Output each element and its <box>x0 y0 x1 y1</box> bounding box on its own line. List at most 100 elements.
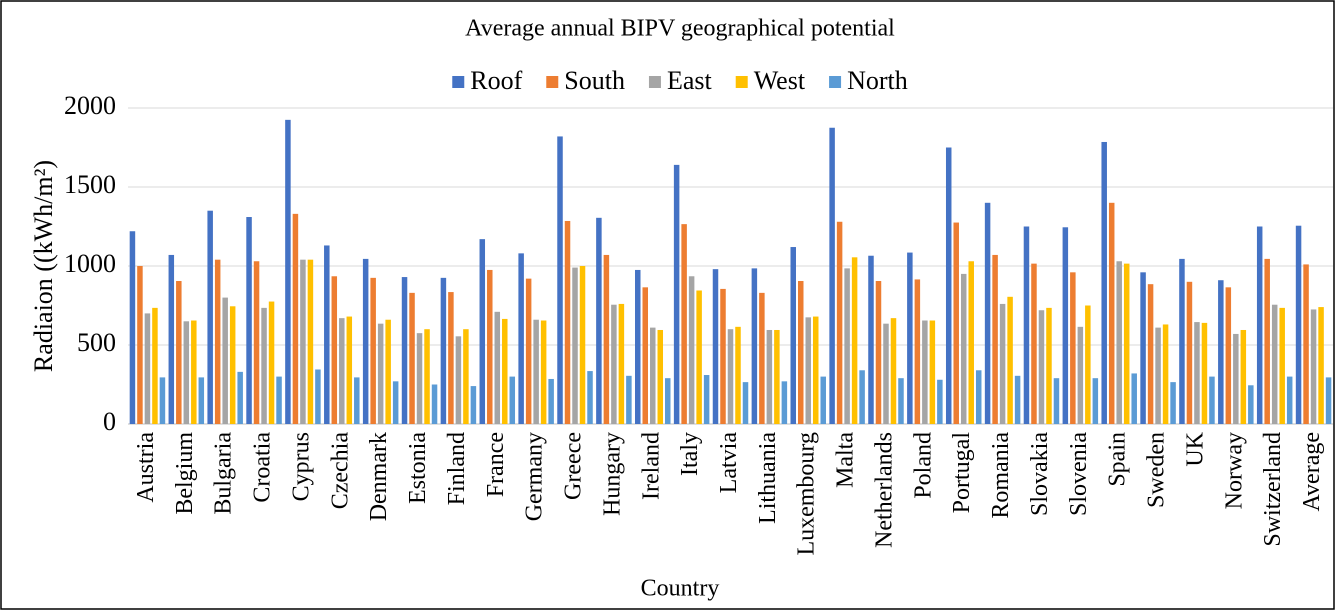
chart-title: Average annual BIPV geographical potenti… <box>465 16 895 42</box>
bar <box>1318 307 1324 424</box>
x-tick-label: Czechia <box>327 432 353 510</box>
bar <box>929 320 936 424</box>
bar <box>1209 376 1215 424</box>
bar <box>875 281 882 424</box>
bar <box>1147 284 1154 424</box>
legend-swatch <box>735 76 748 88</box>
bar <box>152 307 158 424</box>
bar <box>812 316 819 424</box>
bar <box>742 382 749 424</box>
bar <box>587 371 593 424</box>
bar <box>975 370 982 424</box>
bar <box>183 321 190 424</box>
bar <box>890 318 897 424</box>
y-tick-label: 2000 <box>64 91 116 120</box>
bar <box>370 277 376 424</box>
bar <box>129 231 136 424</box>
bar <box>416 333 423 424</box>
legend-swatch <box>829 76 842 88</box>
x-axis-label: Country <box>641 576 720 602</box>
bar <box>657 329 664 424</box>
bar <box>1062 227 1069 424</box>
x-tick-label: Norway <box>1221 432 1247 509</box>
x-tick-label: Portugal <box>949 432 975 514</box>
x-tick-label: France <box>483 432 509 497</box>
x-tick-label: Romania <box>988 432 1014 519</box>
bar <box>712 269 719 424</box>
x-tick-label: Germany <box>522 432 548 521</box>
bar <box>851 257 858 424</box>
bar <box>237 371 243 424</box>
bar <box>315 369 321 424</box>
bar <box>331 276 338 424</box>
x-tick-label: Finland <box>444 432 470 505</box>
bar <box>518 253 524 424</box>
legend-label: East <box>667 66 713 95</box>
bar <box>168 254 175 424</box>
x-tick-label: Bulgaria <box>211 432 237 515</box>
x-tick-label: Switzerland <box>1260 432 1286 547</box>
bar <box>1279 307 1285 424</box>
bar <box>548 378 554 424</box>
bar <box>1194 322 1200 424</box>
bar <box>829 127 835 424</box>
x-tick-label: Poland <box>910 432 936 499</box>
bar <box>431 384 438 424</box>
x-tick-label: Malta <box>833 432 859 488</box>
legend-label: South <box>564 66 625 95</box>
bar <box>1031 263 1037 424</box>
bar <box>611 304 617 424</box>
bar <box>424 329 430 424</box>
bar <box>805 317 811 424</box>
bar <box>540 320 547 424</box>
bar <box>346 316 353 424</box>
bar <box>992 254 998 424</box>
bar <box>844 268 850 424</box>
bar <box>626 375 632 424</box>
bar <box>1131 373 1137 424</box>
bar <box>1101 141 1107 424</box>
bar <box>603 254 610 424</box>
bar <box>198 377 205 424</box>
bar <box>898 378 904 424</box>
legend-swatch <box>546 76 559 88</box>
bar <box>945 147 952 424</box>
bar <box>1201 322 1208 424</box>
bar <box>665 378 671 424</box>
bar <box>1248 385 1254 424</box>
bar <box>1070 272 1076 424</box>
legend-label: Roof <box>470 66 522 95</box>
bar <box>246 217 252 424</box>
bar <box>727 329 734 424</box>
y-axis-label: Radiaion ((kWh/m²) <box>29 160 58 372</box>
bar <box>1233 333 1239 424</box>
bar <box>1116 261 1122 424</box>
x-tick-label: Sweden <box>1144 432 1170 508</box>
y-tick-label: 1500 <box>64 170 116 199</box>
bar <box>377 323 384 424</box>
y-tick-label: 0 <box>103 407 116 436</box>
bar <box>1170 382 1176 424</box>
bar <box>1271 304 1278 424</box>
bar <box>307 259 314 424</box>
x-tick-label: Slovenia <box>1066 432 1092 516</box>
bar <box>1303 264 1309 424</box>
bar <box>292 213 299 424</box>
bar <box>502 318 508 424</box>
bar <box>1310 309 1317 424</box>
bar <box>751 268 758 424</box>
bar <box>572 267 578 424</box>
bar <box>579 266 586 424</box>
bar <box>922 320 928 424</box>
bar <box>222 297 228 424</box>
bar <box>1186 281 1193 424</box>
bar <box>176 281 182 424</box>
bar <box>557 136 563 424</box>
bar <box>509 376 516 424</box>
bar <box>268 301 275 424</box>
bar <box>324 245 330 424</box>
x-tick-label: Slovakia <box>1027 432 1053 516</box>
bar <box>191 320 197 424</box>
bar <box>1007 296 1013 424</box>
